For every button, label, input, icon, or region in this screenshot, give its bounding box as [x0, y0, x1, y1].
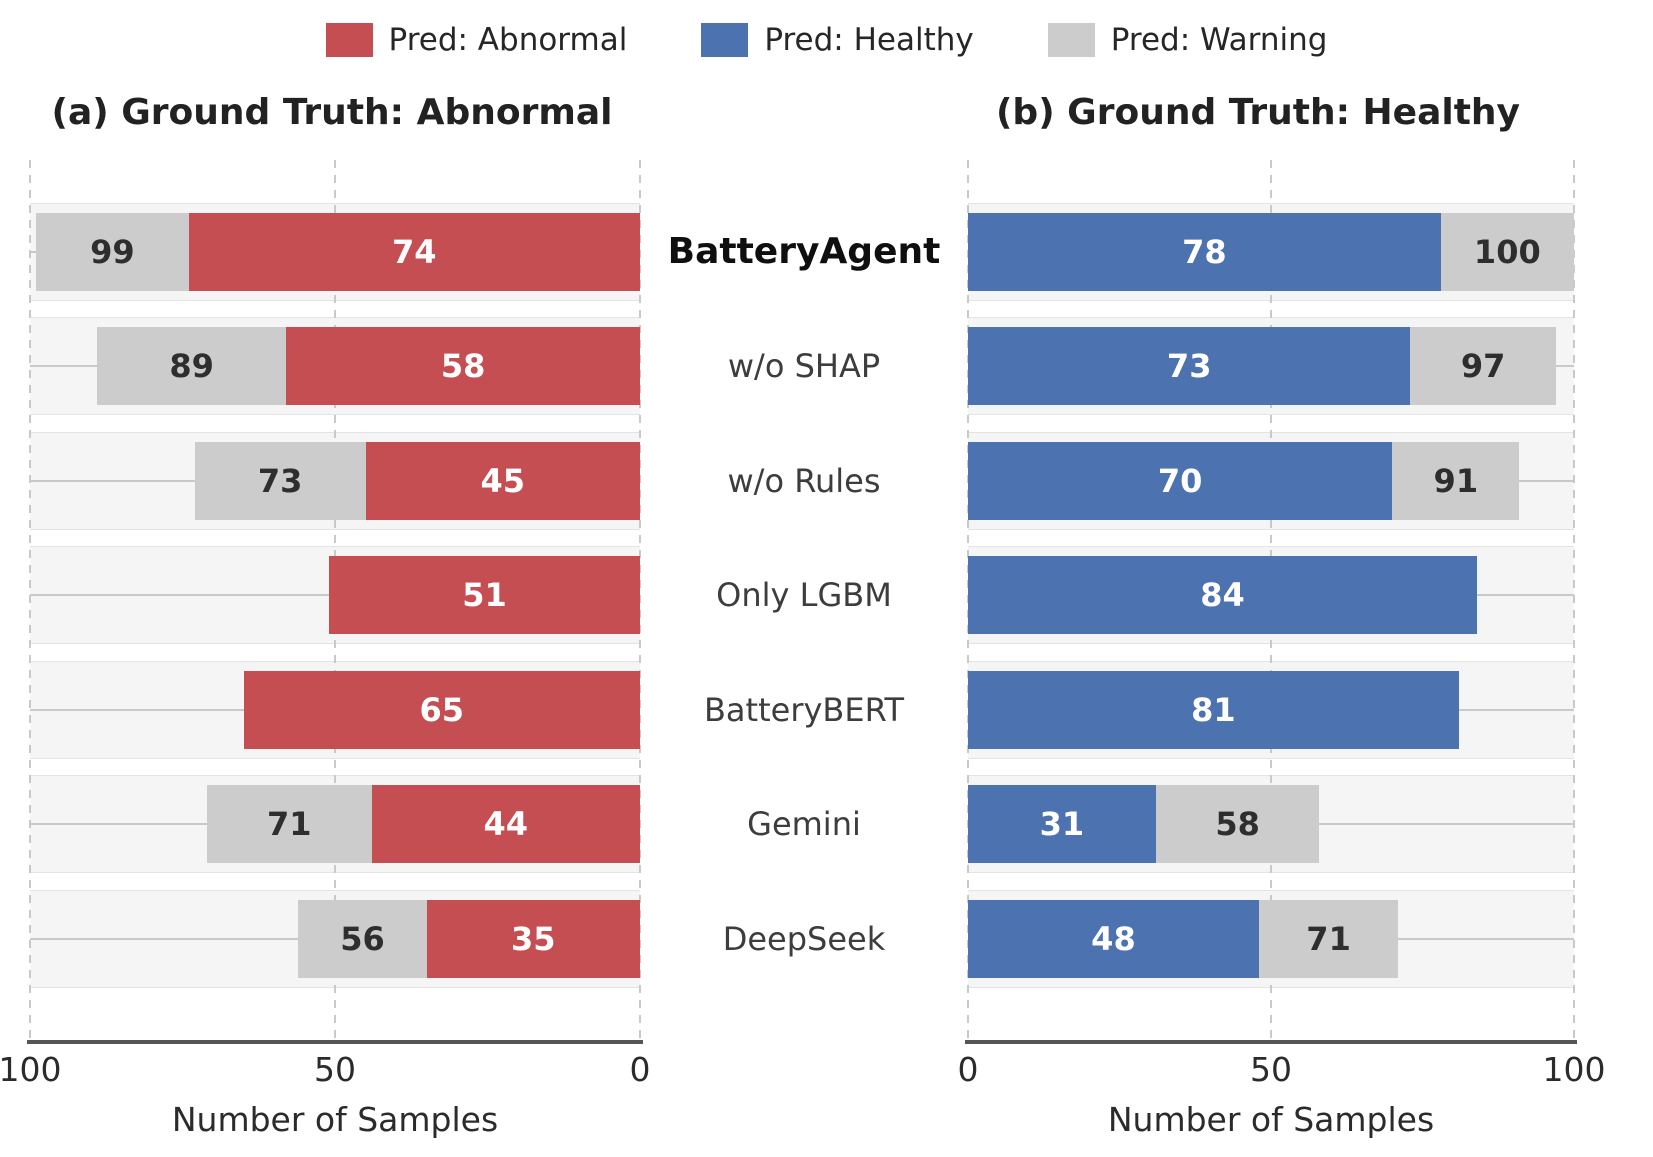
vertical-gridline — [639, 160, 641, 1042]
legend-label: Pred: Healthy — [764, 22, 974, 58]
x-axis-title-panel-a: Number of Samples — [171, 1100, 499, 1139]
legend-item: Pred: Abnormal — [325, 22, 628, 58]
category-label-batterybert: BatteryBERT — [703, 690, 905, 729]
bar-total-label: 89 — [169, 347, 214, 386]
x-tick-label: 50 — [1250, 1050, 1292, 1089]
category-label-deepseek: DeepSeek — [722, 919, 886, 958]
legend-item: Pred: Healthy — [701, 22, 974, 58]
bar-total-label: 58 — [1215, 805, 1260, 844]
x-axis-spine — [965, 1040, 1577, 1044]
bar-segment-abnormal: 44 — [371, 785, 640, 864]
bar-segment-warning: 73 — [194, 441, 366, 520]
bar-segment-abnormal: 65 — [243, 670, 640, 749]
bar-value-label: 31 — [1039, 805, 1085, 844]
bar-total-label: 73 — [257, 461, 303, 500]
bar-segment-warning: 100 — [1440, 213, 1574, 291]
x-tick-label: 100 — [0, 1050, 62, 1089]
bar-segment-abnormal: 45 — [365, 441, 640, 520]
category-label-gemini: Gemini — [747, 805, 861, 844]
bar-segment-warning: 56 — [298, 899, 427, 978]
bar-segment-abnormal: 58 — [286, 327, 640, 406]
bar-segment-healthy: 70 — [968, 441, 1393, 520]
bar-segment-warning: 89 — [97, 327, 287, 406]
bar-total-label: 71 — [267, 805, 312, 844]
vertical-gridline — [29, 160, 31, 1042]
panel-b-title: (b) Ground Truth: Healthy — [995, 92, 1521, 133]
panel-a-title: (a) Ground Truth: Abnormal — [51, 92, 613, 133]
bar-segment-warning: 71 — [1258, 899, 1399, 978]
legend-label: Pred: Abnormal — [388, 22, 628, 58]
x-ticks-panel-a: 100 50 0 — [0, 1050, 651, 1092]
bar-value-label: 81 — [1191, 690, 1236, 729]
bar-value-label: 70 — [1157, 461, 1203, 500]
bar-segment-abnormal: 74 — [188, 213, 640, 291]
bar-segment-healthy: 84 — [968, 556, 1478, 635]
bar-segment-warning: 71 — [206, 785, 372, 864]
bar-total-label: 71 — [1306, 919, 1351, 958]
legend-label: Pred: Warning — [1110, 22, 1328, 58]
x-tick-label: 50 — [314, 1050, 356, 1089]
bar-total-label: 100 — [1473, 233, 1541, 271]
category-label-w-o-rules: w/o Rules — [727, 461, 881, 500]
bar-value-label: 51 — [462, 576, 507, 615]
bar-segment-warning: 97 — [1410, 327, 1556, 406]
legend-item: Pred: Warning — [1047, 22, 1328, 58]
bar-segment-warning: 91 — [1392, 441, 1520, 520]
x-axis-title-panel-b: Number of Samples — [1107, 1100, 1435, 1139]
bar-value-label: 35 — [510, 919, 556, 958]
x-tick-label: 0 — [957, 1050, 979, 1089]
plot-area-ground-truth-abnormal: 74 99 58 89 45 73 51 65 44 71 35 56 — [27, 160, 643, 1044]
bar-segment-healthy: 78 — [968, 213, 1441, 291]
legend-swatch — [1047, 23, 1095, 57]
bar-value-label: 65 — [419, 690, 465, 729]
bar-value-label: 58 — [440, 347, 486, 386]
bar-segment-warning: 99 — [36, 213, 189, 291]
bar-total-label: 99 — [90, 233, 135, 271]
bar-segment-healthy: 31 — [968, 785, 1156, 864]
legend-swatch — [325, 23, 373, 57]
x-tick-label: 100 — [1542, 1050, 1606, 1089]
category-label-only-lgbm: Only LGBM — [716, 576, 892, 615]
x-tick-label: 0 — [629, 1050, 651, 1089]
vertical-gridline — [1573, 160, 1575, 1042]
bar-segment-abnormal: 51 — [328, 556, 640, 635]
bar-segment-healthy: 48 — [968, 899, 1259, 978]
bar-value-label: 78 — [1182, 233, 1227, 271]
bar-value-label: 45 — [480, 461, 526, 500]
category-axis: BatteryAgent w/o SHAP w/o Rules Only LGBM Ba… — [640, 160, 968, 1042]
bar-value-label: 84 — [1200, 576, 1245, 615]
bar-total-label: 97 — [1460, 347, 1506, 386]
bar-total-label: 56 — [340, 919, 385, 958]
category-label-batteryagent: BatteryAgent — [667, 231, 941, 272]
bar-segment-abnormal: 35 — [426, 899, 640, 978]
bar-total-label: 91 — [1433, 461, 1479, 500]
category-label-w-o-shap: w/o SHAP — [727, 347, 881, 386]
bar-segment-healthy: 73 — [968, 327, 1411, 406]
bar-segment-warning: 58 — [1155, 785, 1320, 864]
bar-segment-healthy: 81 — [968, 670, 1459, 749]
bar-value-label: 48 — [1091, 919, 1136, 958]
bar-value-label: 73 — [1166, 347, 1212, 386]
x-ticks-panel-b: 0 50 100 — [958, 1050, 1606, 1092]
x-axis-spine — [27, 1040, 643, 1044]
plot-area-ground-truth-healthy: 78 100 73 97 70 91 84 81 31 58 48 71 — [965, 160, 1577, 1044]
bar-value-label: 74 — [392, 233, 437, 271]
legend: Pred: Abnormal Pred: Healthy Pred: Warning — [0, 14, 1653, 66]
legend-swatch — [701, 23, 749, 57]
bar-value-label: 44 — [483, 805, 529, 844]
